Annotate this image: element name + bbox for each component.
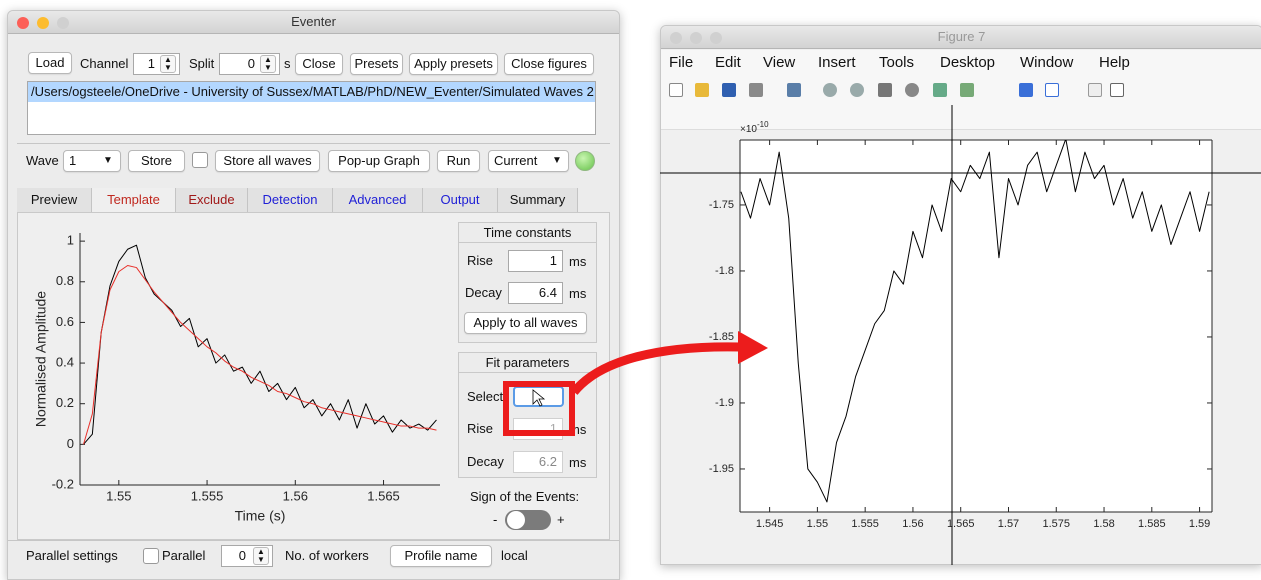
- x-tick-label: 1.585: [1138, 518, 1166, 530]
- x-tick-label: 1.555: [191, 488, 224, 503]
- x-tick-label: 1.555: [851, 518, 879, 530]
- exponent-base: ×10: [740, 124, 757, 135]
- x-tick-label: 1.56: [283, 488, 308, 503]
- y-tick-label: 0.2: [56, 395, 74, 410]
- y-tick-label: 0.8: [56, 273, 74, 288]
- y-tick-label: 1: [67, 233, 74, 248]
- y-exponent: ×10-10: [740, 120, 769, 135]
- x-tick-label: 1.57: [998, 518, 1019, 530]
- y-tick-label: -1.9: [715, 397, 734, 409]
- exponent-power: -10: [757, 120, 769, 129]
- x-tick-label: 1.59: [1189, 518, 1210, 530]
- x-tick-label: 1.55: [807, 518, 828, 530]
- x-tick-label: 1.58: [1093, 518, 1114, 530]
- y-tick-label: -1.85: [709, 331, 734, 343]
- y-tick-label: 0.4: [56, 355, 74, 370]
- x-tick-label: 1.575: [1042, 518, 1070, 530]
- y-tick-label: -1.8: [715, 265, 734, 277]
- x-tick-label: 1.56: [902, 518, 923, 530]
- y-axis-label: Normalised Amplitude: [33, 291, 49, 427]
- y-tick-label: -1.95: [709, 463, 734, 475]
- screen: Eventer Load Channel 1 ▲▼ Split 0 ▲▼ s C…: [0, 0, 1261, 577]
- y-tick-label: -1.75: [709, 199, 734, 211]
- x-tick-label: 1.545: [756, 518, 784, 530]
- y-tick-label: -0.2: [52, 476, 74, 491]
- plots: 1.55 1.555 1.56 1.565 -0.2 0 0.2 0.4 0.6 0.8 1 Time…: [0, 0, 1261, 577]
- x-tick-label: 1.55: [106, 488, 131, 503]
- y-tick-label: 0: [67, 436, 74, 451]
- x-tick-label: 1.565: [367, 488, 400, 503]
- data-line: [84, 266, 437, 445]
- y-tick-label: 0.6: [56, 314, 74, 329]
- data-line: [84, 245, 437, 444]
- x-axis-label: Time (s): [235, 508, 286, 524]
- x-tick-label: 1.565: [947, 518, 975, 530]
